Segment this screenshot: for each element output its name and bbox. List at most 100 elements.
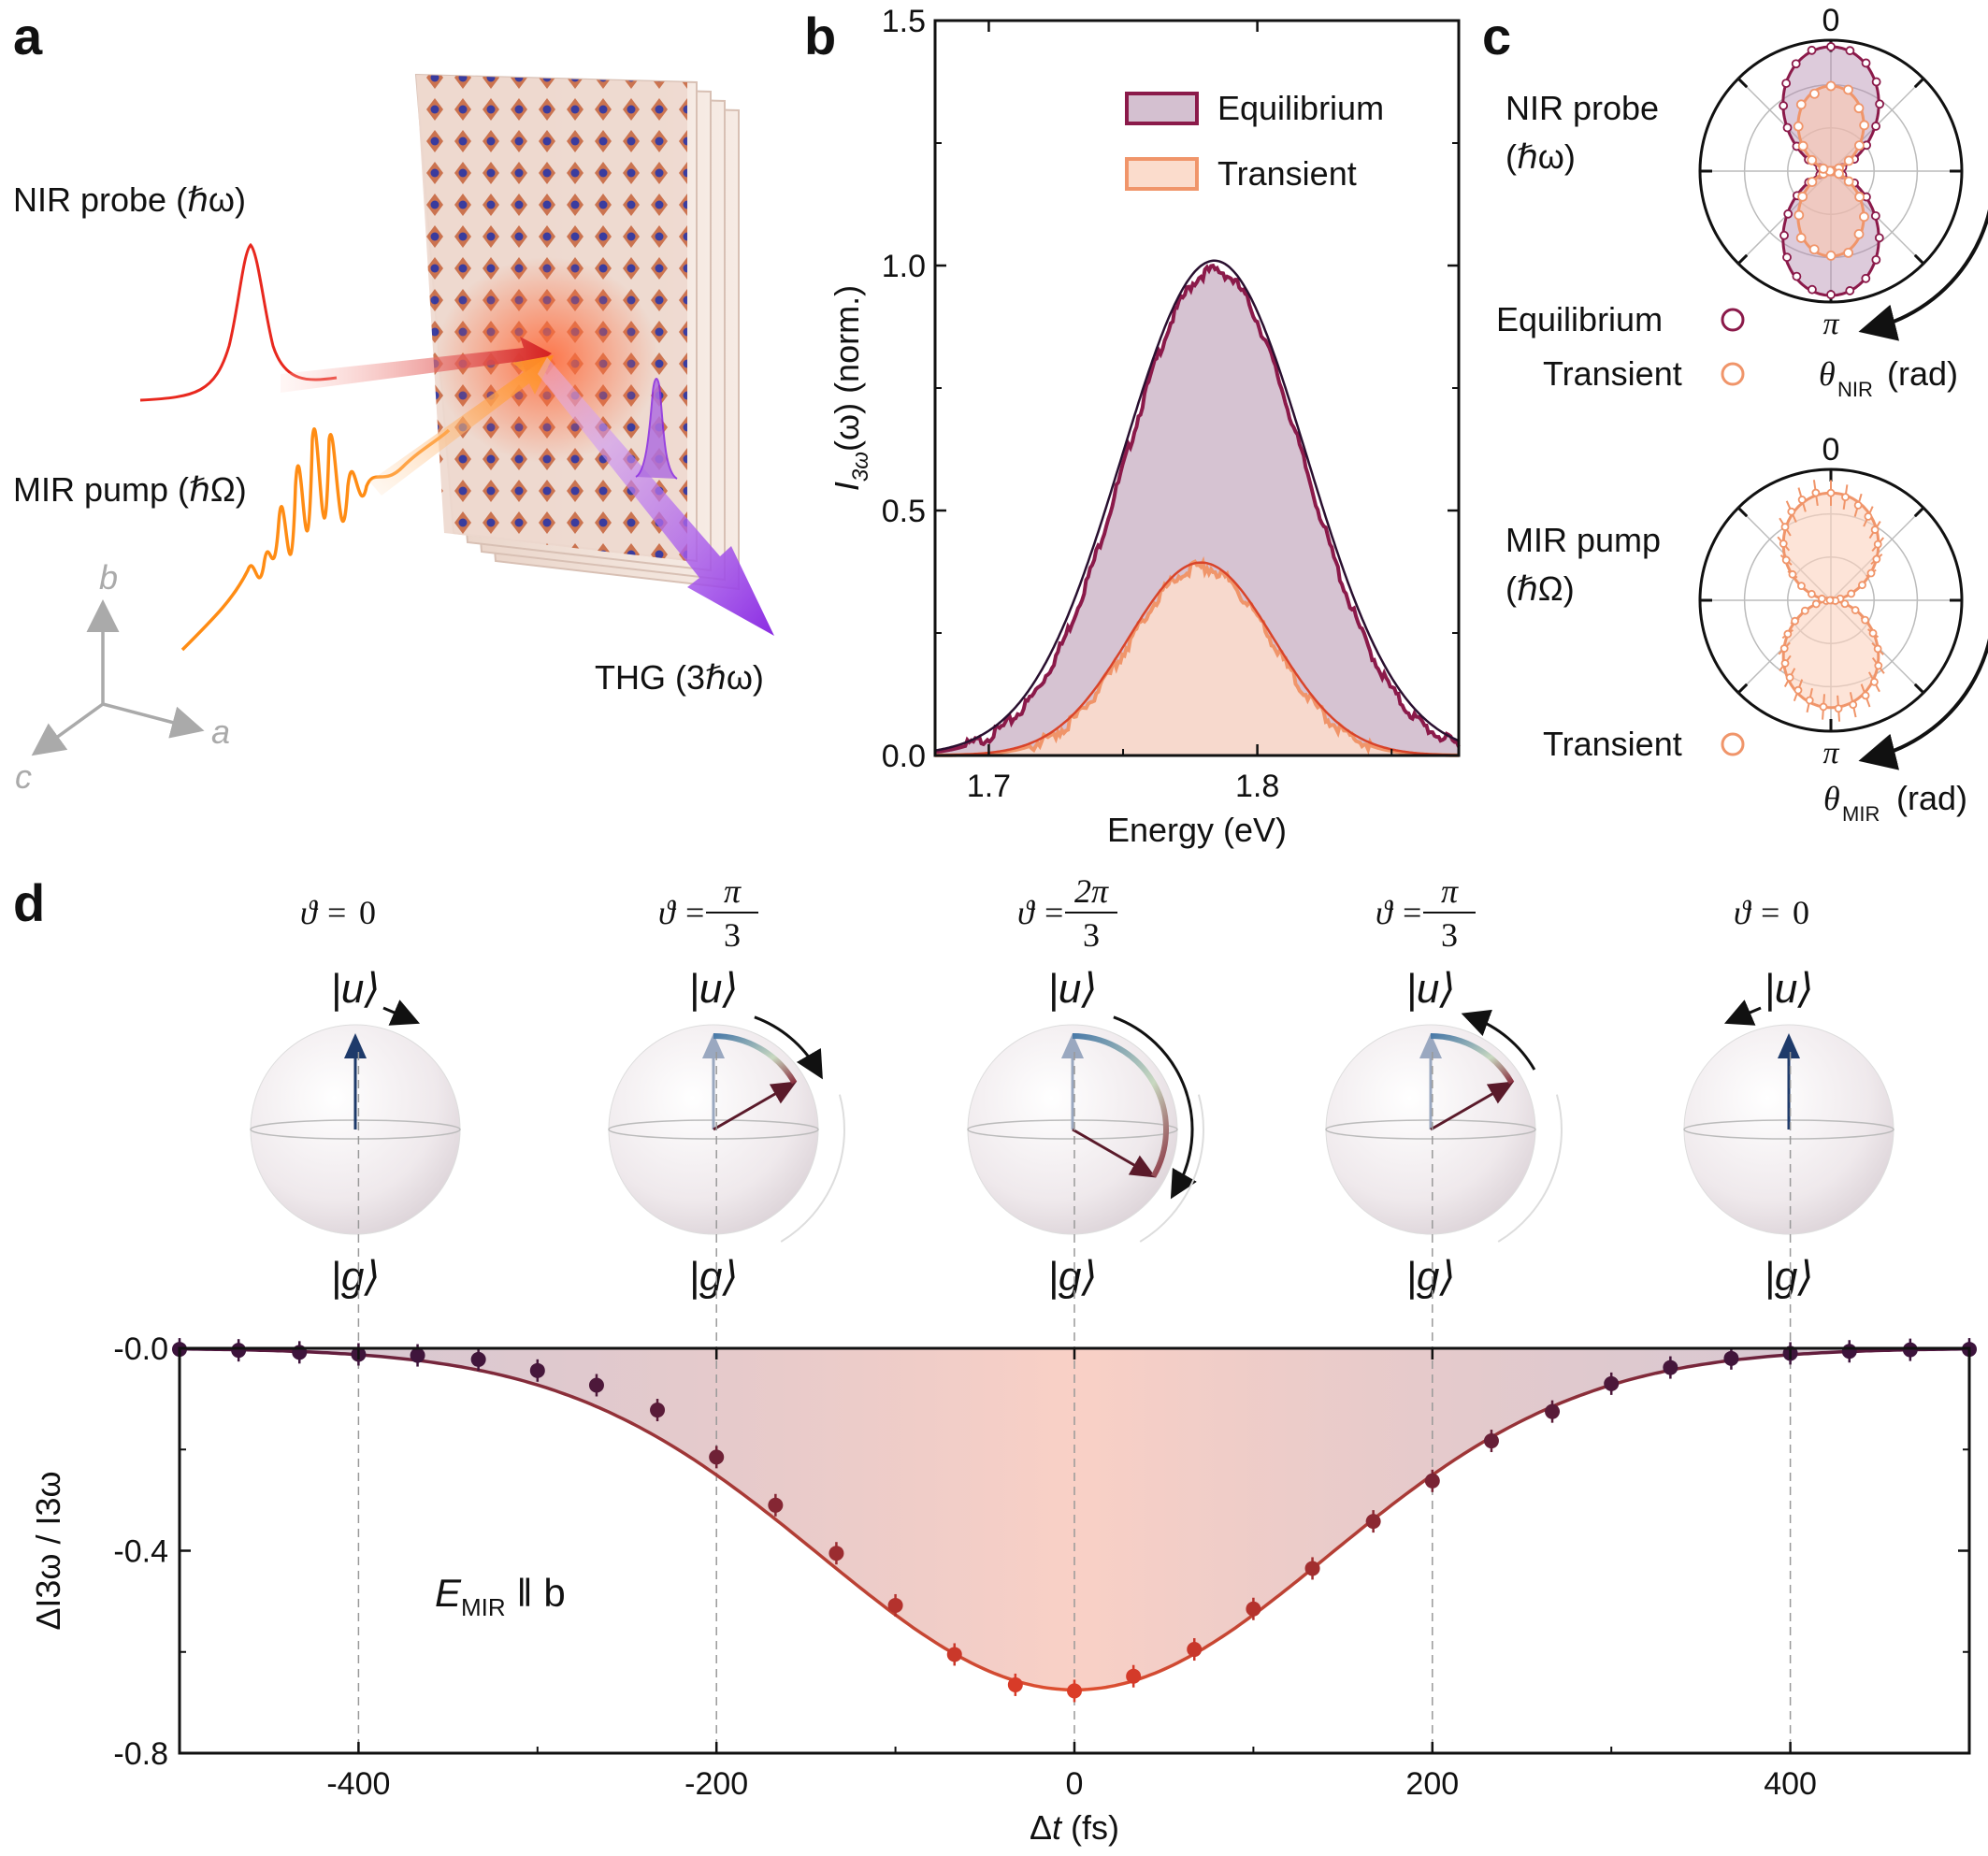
rotation-arrow <box>382 1000 421 1026</box>
polar-marker <box>1817 594 1826 603</box>
panel-d: d ϑ = 0|u⟩|g⟩ϑ =π3|u⟩|g⟩ϑ =2π3|u⟩|g⟩ϑ =π3… <box>13 872 1977 1847</box>
polar-zero-label: 0 <box>1822 3 1840 38</box>
panel-b: b 0.0 0.5 1.0 1.5 1.7 1.8 Energy (eV) I3ω(ω) (n… <box>804 4 1461 849</box>
spectrum-chart: 0.0 0.5 1.0 1.5 1.7 1.8 Energy (eV) I3ω(ω) (nor… <box>828 4 1461 849</box>
data-point <box>1545 1403 1561 1419</box>
polar-marker <box>1871 254 1881 265</box>
axis-a-label: a <box>211 712 230 751</box>
series-fill-equilibrium <box>935 266 1459 756</box>
polar-marker <box>1834 704 1843 713</box>
polar-plot-mir: 0π <box>1698 432 1988 770</box>
polar-marker <box>1874 661 1883 670</box>
svg-text:MIR: MIR <box>1842 802 1880 826</box>
polar-marker <box>1795 233 1807 243</box>
polar-marker <box>1870 677 1879 686</box>
polar-marker <box>1785 673 1794 683</box>
bloch-sphere-1: ϑ = 0 |u⟩ |g⟩ <box>250 894 461 1300</box>
polar-marker <box>1781 79 1792 88</box>
svg-text:(rad): (rad) <box>1896 779 1967 817</box>
data-point <box>529 1362 545 1378</box>
polar-marker <box>1868 628 1878 638</box>
polar-marker <box>1797 496 1807 504</box>
ket-g-label: |g⟩ <box>1047 1254 1097 1300</box>
legend-swatch-equilibrium <box>1125 92 1199 125</box>
polar-marker <box>1853 228 1865 239</box>
rotation-arrow <box>754 1015 823 1080</box>
polar-tick <box>1736 77 1749 89</box>
polar-top-label-line1: NIR probe <box>1505 89 1659 127</box>
polar-marker <box>1782 252 1792 263</box>
legend-label-transient: Transient <box>1217 154 1357 193</box>
theta-numerator: π <box>1441 872 1459 910</box>
trajectory-arc <box>713 1033 798 1085</box>
polar-marker <box>1811 488 1821 497</box>
polar-marker <box>1853 103 1865 114</box>
polar-marker <box>1870 525 1880 534</box>
polar-tick <box>1913 683 1925 695</box>
data-point <box>1304 1561 1320 1576</box>
data-point <box>1246 1601 1261 1617</box>
data-point <box>1007 1676 1023 1692</box>
polar-marker <box>1849 700 1858 710</box>
polar-marker <box>1872 554 1881 564</box>
legend-marker-equilibrium <box>1721 308 1745 332</box>
theta-label: ϑ = <box>300 894 348 931</box>
panel-letter-d: d <box>13 873 45 932</box>
theta-label: ϑ = <box>658 894 706 931</box>
polar-marker <box>1843 176 1854 187</box>
ket-g-label: |g⟩ <box>1764 1254 1813 1300</box>
data-point <box>1365 1514 1381 1530</box>
faint-guide-arc <box>780 1094 846 1243</box>
polar-marker <box>1795 99 1807 110</box>
polar-marker <box>1782 122 1793 133</box>
trajectory-arc <box>1072 1033 1169 1178</box>
data-point <box>1663 1360 1678 1375</box>
polar-marker <box>1825 251 1837 261</box>
data-point <box>588 1377 604 1393</box>
polar-marker <box>1800 606 1809 615</box>
polar-tick <box>1913 77 1925 89</box>
polar-rotation-arrow <box>1858 209 1988 341</box>
polar-marker <box>1870 210 1880 221</box>
polar-marker <box>1861 691 1870 700</box>
series-line-transient <box>934 555 1459 757</box>
data-point <box>709 1449 725 1465</box>
polar-marker <box>1781 555 1791 565</box>
legend-marker-transient-top <box>1721 362 1745 386</box>
x-tick-label: 1.7 <box>967 769 1011 804</box>
probe-label: NIR probe (ℏω) <box>13 180 246 219</box>
polar-top-label-line2: (ℏω) <box>1505 137 1576 176</box>
polar-marker <box>1843 155 1854 166</box>
data-point <box>1483 1433 1499 1449</box>
polar-marker <box>1861 615 1870 625</box>
polar-marker <box>1791 59 1801 69</box>
state-vector <box>1430 1081 1515 1131</box>
bloch-sphere-3: ϑ =2π 3 |u⟩ |g⟩ <box>967 872 1205 1300</box>
polar-marker <box>1794 209 1805 221</box>
polar-marker <box>1811 599 1821 609</box>
polar-marker <box>1808 244 1820 255</box>
data-point <box>1723 1350 1739 1366</box>
polar-marker <box>1826 488 1836 497</box>
polar-tick <box>1736 506 1749 518</box>
data-point <box>887 1597 903 1613</box>
polar-marker <box>1845 46 1855 56</box>
polar-marker <box>1834 168 1844 180</box>
thg-beam <box>538 357 774 636</box>
polar-marker <box>1779 230 1789 240</box>
polar-tick <box>1913 253 1925 266</box>
polar-marker <box>1819 702 1828 712</box>
polar-tick <box>1913 506 1925 518</box>
data-point <box>650 1403 666 1418</box>
polar-marker <box>1843 84 1853 95</box>
y-axis-title: ΔI3ω / I3ω <box>29 1471 67 1630</box>
theta-denominator: 3 <box>724 916 741 954</box>
x-tick-label: 0 <box>1066 1766 1084 1802</box>
polar-marker <box>1779 101 1789 110</box>
x-tick-label: 1.8 <box>1235 769 1279 804</box>
polar-marker <box>1873 540 1882 549</box>
polar-plot-nir: 0π <box>1698 3 1988 341</box>
polar-marker <box>1875 99 1885 109</box>
polar-marker <box>1840 599 1850 609</box>
